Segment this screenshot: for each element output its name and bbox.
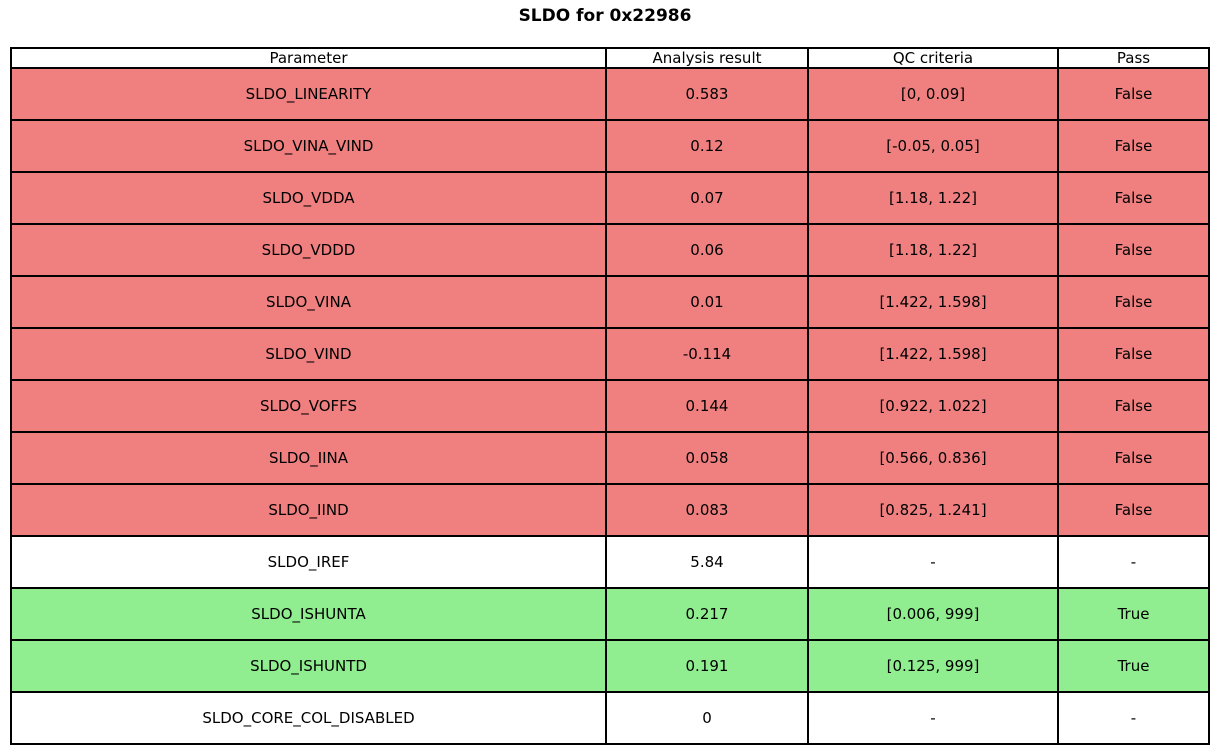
cell-qc-criteria: [-0.05, 0.05] <box>807 119 1059 173</box>
table-row: SLDO_IIND 0.083 [0.825, 1.241] False <box>10 483 1210 537</box>
table-row: SLDO_VIND -0.114 [1.422, 1.598] False <box>10 327 1210 381</box>
table-row: SLDO_CORE_COL_DISABLED 0 - - <box>10 691 1210 745</box>
header-qc-criteria: QC criteria <box>807 47 1059 69</box>
cell-analysis-result: 0.191 <box>605 639 809 693</box>
cell-parameter: SLDO_ISHUNTA <box>10 587 607 641</box>
cell-parameter: SLDO_VIND <box>10 327 607 381</box>
cell-analysis-result: 5.84 <box>605 535 809 589</box>
cell-parameter: SLDO_LINEARITY <box>10 67 607 121</box>
cell-qc-criteria: [1.422, 1.598] <box>807 275 1059 329</box>
table-row: SLDO_VOFFS 0.144 [0.922, 1.022] False <box>10 379 1210 433</box>
cell-parameter: SLDO_VINA_VIND <box>10 119 607 173</box>
cell-analysis-result: 0.01 <box>605 275 809 329</box>
cell-analysis-result: 0.058 <box>605 431 809 485</box>
table-row: SLDO_VDDA 0.07 [1.18, 1.22] False <box>10 171 1210 225</box>
cell-analysis-result: 0.07 <box>605 171 809 225</box>
cell-pass: True <box>1057 639 1210 693</box>
cell-parameter: SLDO_VDDD <box>10 223 607 277</box>
cell-qc-criteria: [0, 0.09] <box>807 67 1059 121</box>
cell-parameter: SLDO_IIND <box>10 483 607 537</box>
cell-qc-criteria: [1.422, 1.598] <box>807 327 1059 381</box>
figure-title: SLDO for 0x22986 <box>518 6 692 26</box>
cell-qc-criteria: [0.825, 1.241] <box>807 483 1059 537</box>
header-pass: Pass <box>1057 47 1210 69</box>
cell-qc-criteria: - <box>807 535 1059 589</box>
cell-qc-criteria: [0.566, 0.836] <box>807 431 1059 485</box>
cell-pass: True <box>1057 587 1210 641</box>
header-parameter: Parameter <box>10 47 607 69</box>
table-row: SLDO_ISHUNTD 0.191 [0.125, 999] True <box>10 639 1210 693</box>
cell-parameter: SLDO_CORE_COL_DISABLED <box>10 691 607 745</box>
qc-table-header: Parameter Analysis result QC criteria Pa… <box>10 47 1210 69</box>
table-row: SLDO_ISHUNTA 0.217 [0.006, 999] True <box>10 587 1210 641</box>
table-row: SLDO_IINA 0.058 [0.566, 0.836] False <box>10 431 1210 485</box>
cell-qc-criteria: [0.125, 999] <box>807 639 1059 693</box>
cell-pass: - <box>1057 535 1210 589</box>
cell-analysis-result: 0.144 <box>605 379 809 433</box>
cell-qc-criteria: [0.006, 999] <box>807 587 1059 641</box>
cell-analysis-result: 0.083 <box>605 483 809 537</box>
cell-parameter: SLDO_VOFFS <box>10 379 607 433</box>
cell-qc-criteria: - <box>807 691 1059 745</box>
cell-analysis-result: 0.12 <box>605 119 809 173</box>
cell-pass: False <box>1057 379 1210 433</box>
header-row: Parameter Analysis result QC criteria Pa… <box>10 47 1210 69</box>
cell-analysis-result: 0.583 <box>605 67 809 121</box>
cell-parameter: SLDO_ISHUNTD <box>10 639 607 693</box>
cell-analysis-result: 0.06 <box>605 223 809 277</box>
qc-table-body: SLDO_LINEARITY 0.583 [0, 0.09] False SLD… <box>10 67 1210 745</box>
cell-pass: False <box>1057 223 1210 277</box>
cell-pass: False <box>1057 171 1210 225</box>
table-row: SLDO_VINA_VIND 0.12 [-0.05, 0.05] False <box>10 119 1210 173</box>
cell-pass: False <box>1057 119 1210 173</box>
table-row: SLDO_LINEARITY 0.583 [0, 0.09] False <box>10 67 1210 121</box>
cell-qc-criteria: [0.922, 1.022] <box>807 379 1059 433</box>
cell-analysis-result: 0 <box>605 691 809 745</box>
cell-pass: False <box>1057 483 1210 537</box>
cell-pass: False <box>1057 327 1210 381</box>
qc-table: Parameter Analysis result QC criteria Pa… <box>10 47 1210 745</box>
header-analysis-result: Analysis result <box>605 47 809 69</box>
cell-pass: False <box>1057 275 1210 329</box>
cell-parameter: SLDO_VINA <box>10 275 607 329</box>
cell-pass: False <box>1057 431 1210 485</box>
table-row: SLDO_IREF 5.84 - - <box>10 535 1210 589</box>
table-row: SLDO_VDDD 0.06 [1.18, 1.22] False <box>10 223 1210 277</box>
cell-pass: False <box>1057 67 1210 121</box>
cell-analysis-result: -0.114 <box>605 327 809 381</box>
cell-parameter: SLDO_IREF <box>10 535 607 589</box>
cell-analysis-result: 0.217 <box>605 587 809 641</box>
cell-parameter: SLDO_IINA <box>10 431 607 485</box>
cell-qc-criteria: [1.18, 1.22] <box>807 223 1059 277</box>
table-row: SLDO_VINA 0.01 [1.422, 1.598] False <box>10 275 1210 329</box>
cell-qc-criteria: [1.18, 1.22] <box>807 171 1059 225</box>
cell-parameter: SLDO_VDDA <box>10 171 607 225</box>
cell-pass: - <box>1057 691 1210 745</box>
